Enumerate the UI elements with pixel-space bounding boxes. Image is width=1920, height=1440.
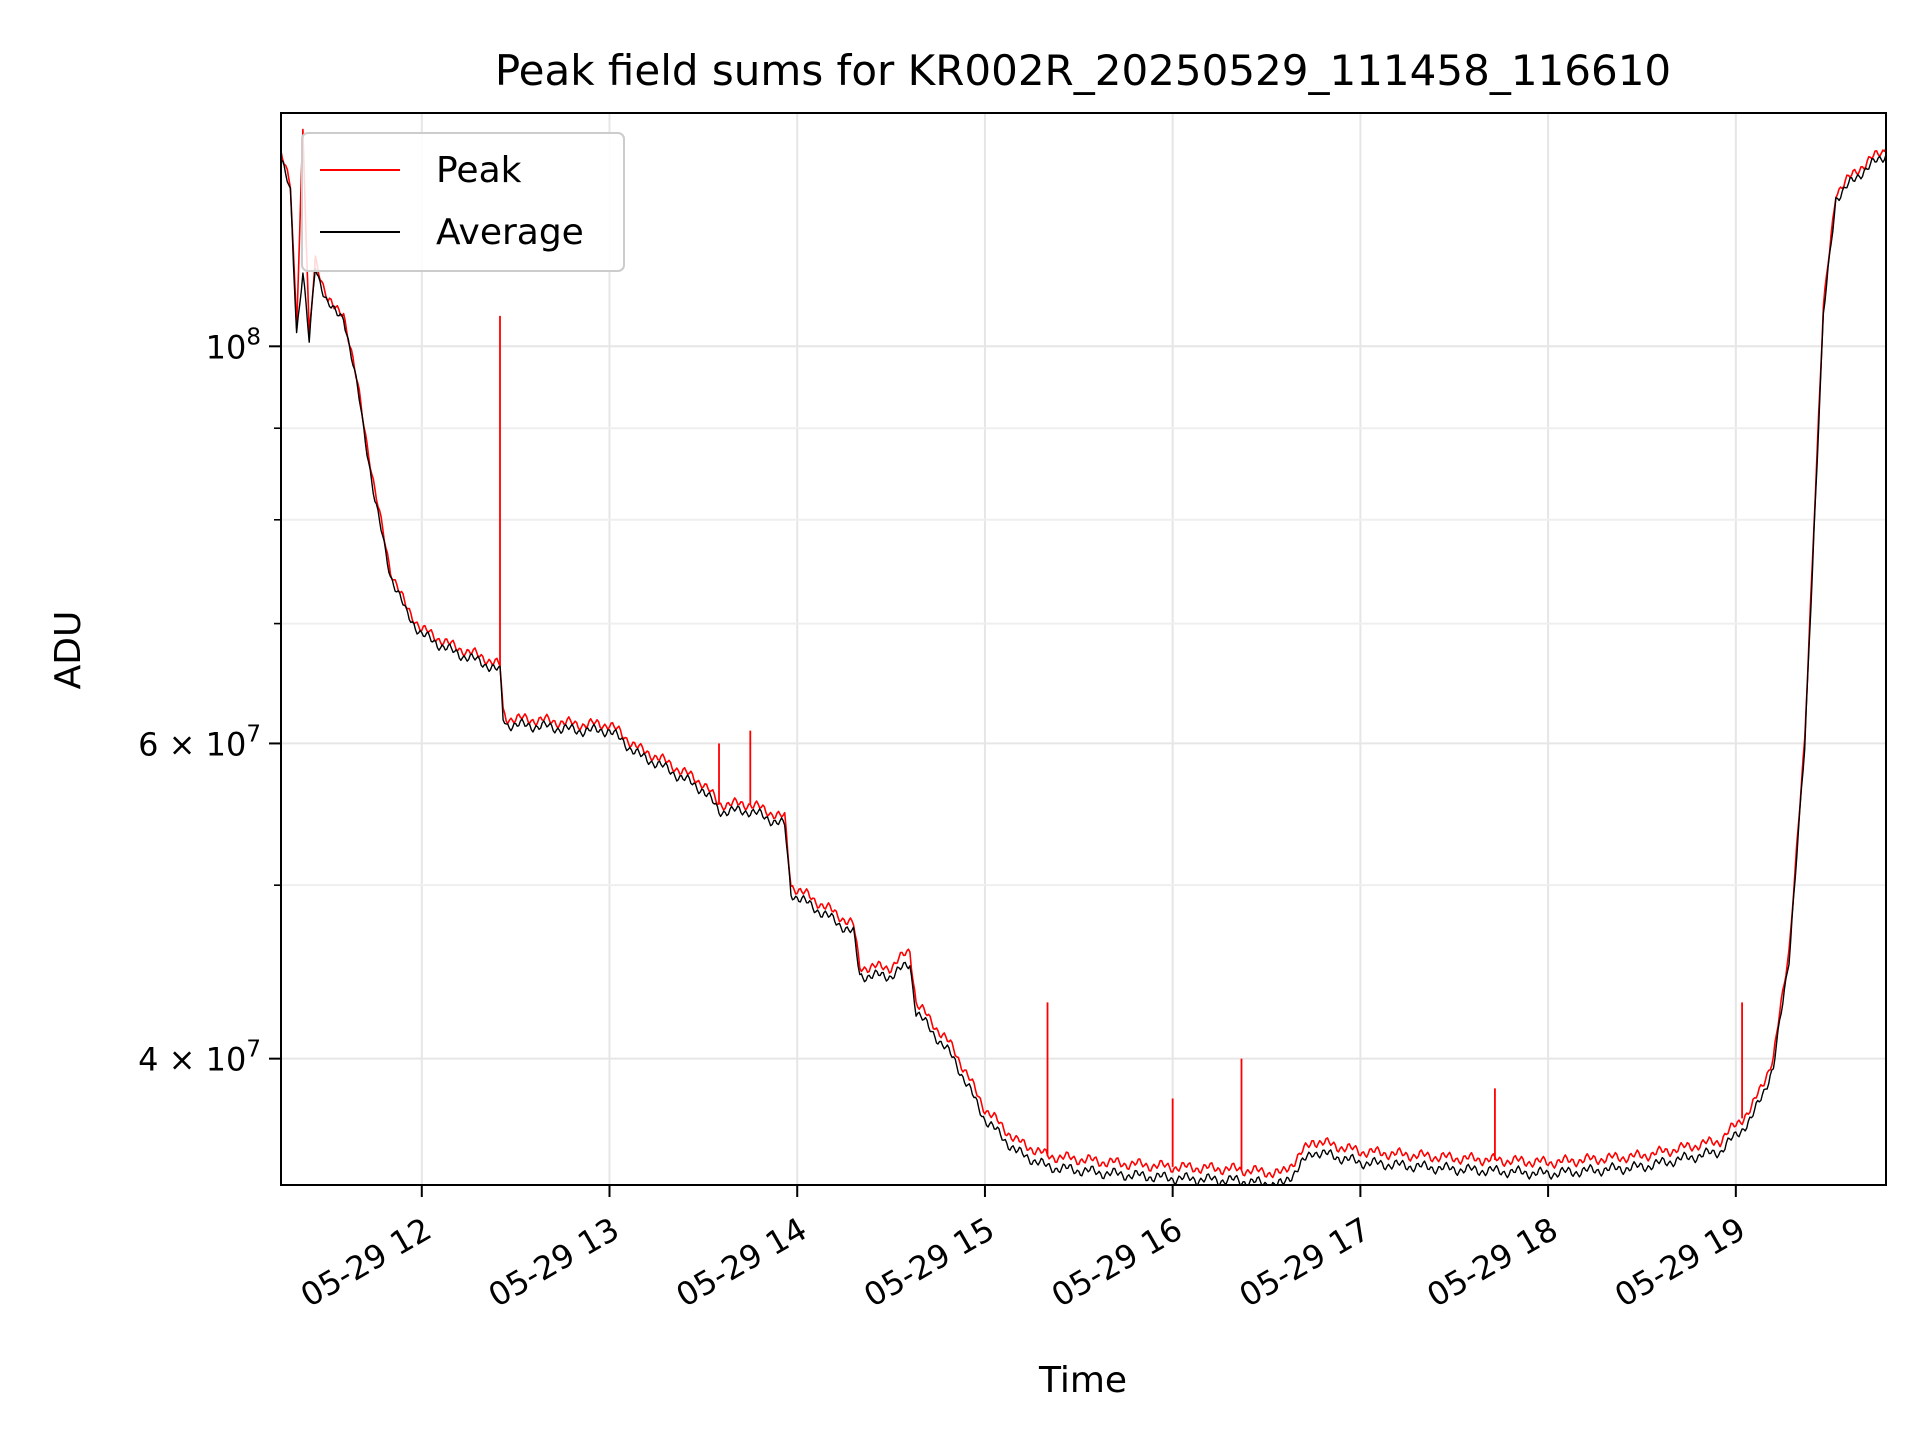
chart-title: Peak field sums for KR002R_20250529_1114… bbox=[495, 46, 1671, 95]
y-tick-label: 108 bbox=[206, 324, 261, 366]
grid bbox=[281, 113, 1886, 1185]
series-line-average bbox=[281, 154, 1886, 1185]
legend: Peak Average bbox=[301, 132, 625, 272]
series-line-peak bbox=[281, 128, 1886, 1179]
legend-box bbox=[301, 132, 625, 272]
y-axis-label: ADU bbox=[48, 611, 89, 690]
y-tick-label: 6 × 107 bbox=[138, 721, 261, 763]
legend-label-average: Average bbox=[436, 212, 584, 253]
plot-lines bbox=[281, 128, 1886, 1185]
y-tick-label: 4 × 107 bbox=[138, 1037, 261, 1079]
legend-label-peak: Peak bbox=[436, 150, 522, 191]
x-axis-label: Time bbox=[1038, 1360, 1127, 1401]
plot-frame bbox=[280, 112, 1887, 1186]
y-axis: 4 × 107 6 × 107 108 bbox=[138, 324, 281, 1079]
